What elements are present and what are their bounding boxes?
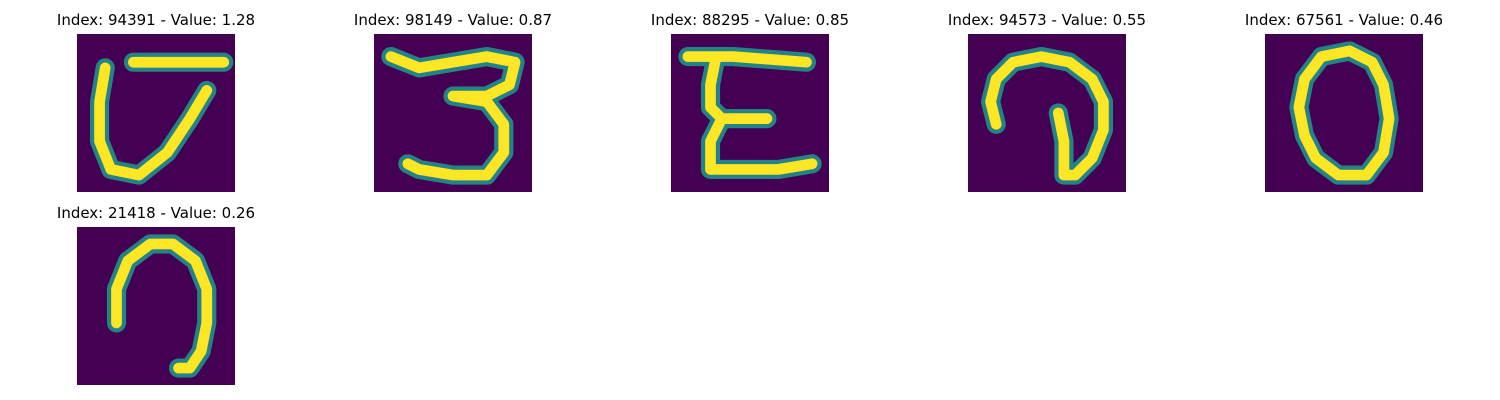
digit-image xyxy=(671,34,829,192)
panel-title: Index: 94391 - Value: 1.28 xyxy=(56,11,256,29)
panel-title: Index: 94573 - Value: 0.55 xyxy=(947,11,1147,29)
digit-image xyxy=(1265,34,1423,192)
panel-title: Index: 98149 - Value: 0.87 xyxy=(353,11,553,29)
panel-title: Index: 88295 - Value: 0.85 xyxy=(650,11,850,29)
digit-image xyxy=(968,34,1126,192)
digit-image xyxy=(374,34,532,192)
digit-image xyxy=(77,227,235,385)
panel-title: Index: 67561 - Value: 0.46 xyxy=(1244,11,1444,29)
digit-image xyxy=(77,34,235,192)
panel-title: Index: 21418 - Value: 0.26 xyxy=(56,204,256,222)
